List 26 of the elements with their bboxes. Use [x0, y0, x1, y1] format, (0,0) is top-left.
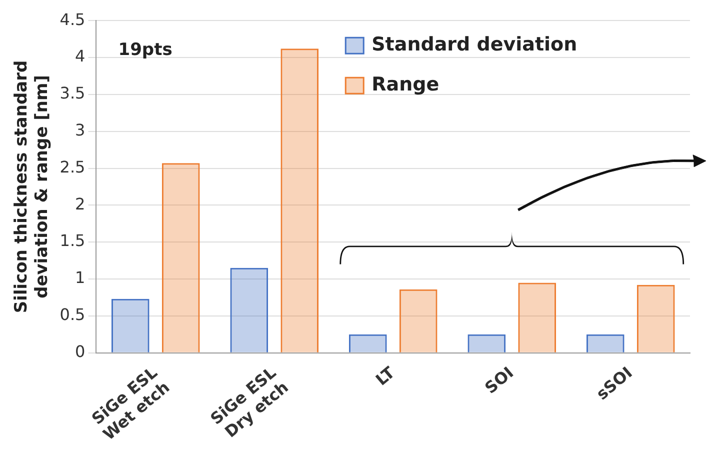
y-tick-label: 2.5	[60, 157, 86, 176]
y-tick-label: 1	[75, 268, 86, 288]
bar	[518, 282, 556, 352]
y-tick-label: 2	[75, 194, 86, 214]
bar	[111, 298, 150, 352]
y-tick-label: 0.5	[60, 305, 86, 324]
bar	[399, 289, 438, 352]
y-tick-label: 1.5	[60, 231, 86, 250]
y-tick-label: 4	[75, 46, 86, 66]
bar	[280, 48, 319, 352]
y-axis-title: Silicon thickness standard deviation & range [nm]	[12, 60, 52, 314]
y-tick-label: 3.5	[60, 84, 86, 103]
x-tick-label: SOI	[481, 362, 518, 398]
bar	[636, 284, 675, 352]
legend-label: Standard deviation	[372, 34, 578, 56]
bar	[586, 334, 624, 352]
y-tick-label: 3	[75, 120, 86, 140]
bar	[230, 268, 268, 352]
bar	[348, 334, 387, 352]
y-tick-label: 4.5	[60, 10, 86, 29]
x-tick-label: LT	[372, 362, 398, 390]
y-tick-label: 0	[75, 342, 86, 361]
bar	[468, 334, 506, 352]
bar	[162, 163, 200, 352]
annotation: 19pts	[118, 40, 172, 60]
legend-label: Range	[372, 74, 440, 96]
